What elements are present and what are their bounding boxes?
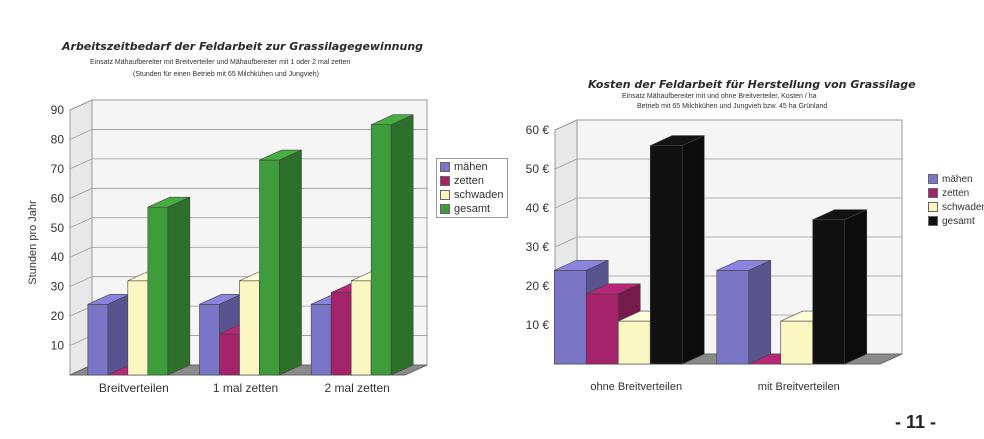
chart-right-subtitle-1: Einsatz Mähaufbereiter mit und ohne Brei… <box>622 93 817 100</box>
legend-label: zetten <box>454 175 484 187</box>
gridline <box>554 119 902 131</box>
y-tick-label: 90 <box>51 103 65 117</box>
chart-left-plot: 10 20 30 40 50 60 70 80 90 Stunden pro Jahr Breitv… <box>27 99 428 395</box>
gridline <box>554 197 902 209</box>
x-tick-label: Breitverteilen <box>99 381 169 395</box>
legend-item-maehen: mähen <box>440 160 504 174</box>
legend-swatch <box>928 216 938 226</box>
y-tick-label: 80 <box>51 132 65 146</box>
y-tick-label: 20 <box>51 309 65 323</box>
legend-swatch <box>440 204 450 214</box>
bar-gesamt-0 <box>147 196 191 376</box>
y-tick-label: 60 <box>51 191 65 205</box>
legend-swatch <box>928 202 938 212</box>
gridline <box>69 246 427 258</box>
legend-swatch <box>928 188 938 198</box>
legend-swatch <box>440 190 450 200</box>
page-number: - 11 - <box>894 412 936 432</box>
y-tick-label: 70 <box>51 162 65 176</box>
bar-gesamt-1 <box>812 209 868 365</box>
y-tick-label: 40 <box>51 250 65 264</box>
gridline <box>69 129 427 140</box>
legend-label: gesamt <box>454 203 491 215</box>
legend-item-maehen: mähen <box>928 172 984 186</box>
legend-item-gesamt: gesamt <box>440 202 504 216</box>
bar-gesamt-0 <box>649 135 705 365</box>
y-tick-label: 10 € <box>526 318 550 332</box>
chart-right-legend: mähen zetten schwaden gesamt <box>928 172 984 228</box>
legend-label: mähen <box>454 161 488 173</box>
legend-item-schwaden: schwaden <box>928 200 984 214</box>
legend-item-gesamt: gesamt <box>928 214 984 228</box>
y-tick-label: 60 € <box>526 123 550 137</box>
legend-label: schwaden <box>454 189 504 201</box>
gridline <box>69 187 427 199</box>
gridline <box>554 236 902 248</box>
legend-swatch <box>928 174 938 184</box>
y-tick-label: 10 <box>51 339 65 353</box>
legend-item-zetten: zetten <box>440 174 504 188</box>
bar-gesamt-1 <box>259 149 302 376</box>
chart-left-title: Arbeitszeitbedarf der Feldarbeit zur Gra… <box>62 40 424 53</box>
gridline <box>69 217 427 229</box>
bar-gesamt-2 <box>370 114 414 376</box>
y-tick-label: 40 € <box>526 201 550 215</box>
legend-label: mähen <box>942 173 973 185</box>
legend-label: zetten <box>942 187 970 199</box>
gridline <box>554 158 902 170</box>
bar-mähen-0 <box>87 293 131 376</box>
chart-right-plot: 10 € 20 € 30 € 40 € 50 € 60 € ohne Breitvertei… <box>526 119 903 393</box>
gridline <box>69 276 427 288</box>
gridline <box>69 158 427 170</box>
chart-left-subtitle-1: Einsatz Mähaufbereiter mit Breitverteile… <box>90 59 351 66</box>
gridline <box>69 99 427 111</box>
legend-item-zetten: zetten <box>928 186 984 200</box>
chart-right-subtitle-2: Betrieb mit 65 Milchkühen und Jungvieh b… <box>637 103 828 110</box>
y-axis-label: Stunden pro Jahr <box>27 200 39 285</box>
y-tick-label: 30 € <box>526 240 550 254</box>
legend-label: gesamt <box>942 215 975 227</box>
legend-swatch <box>440 162 450 172</box>
legend-item-schwaden: schwaden <box>440 188 504 202</box>
legend-swatch <box>440 176 450 186</box>
bar-mähen-1 <box>716 259 772 365</box>
legend-label: schwaden <box>942 201 984 213</box>
chart-right-title: Kosten der Feldarbeit für Herstellung vo… <box>588 78 916 91</box>
x-tick-label: ohne Breitverteilen <box>590 381 682 393</box>
y-tick-label: 50 € <box>526 162 550 176</box>
x-tick-label: 1 mal zetten <box>213 381 278 395</box>
y-tick-label: 50 <box>51 221 65 235</box>
y-tick-label: 20 € <box>526 279 550 293</box>
x-tick-label: mit Breitverteilen <box>758 381 840 393</box>
chart-left-subtitle-2: (Stunden für einen Betrieb mit 65 Milchk… <box>133 71 319 78</box>
y-tick-label: 30 <box>51 280 65 294</box>
x-tick-label: 2 mal zetten <box>324 381 389 395</box>
chart-left-legend: mähen zetten schwaden gesamt <box>436 158 508 218</box>
